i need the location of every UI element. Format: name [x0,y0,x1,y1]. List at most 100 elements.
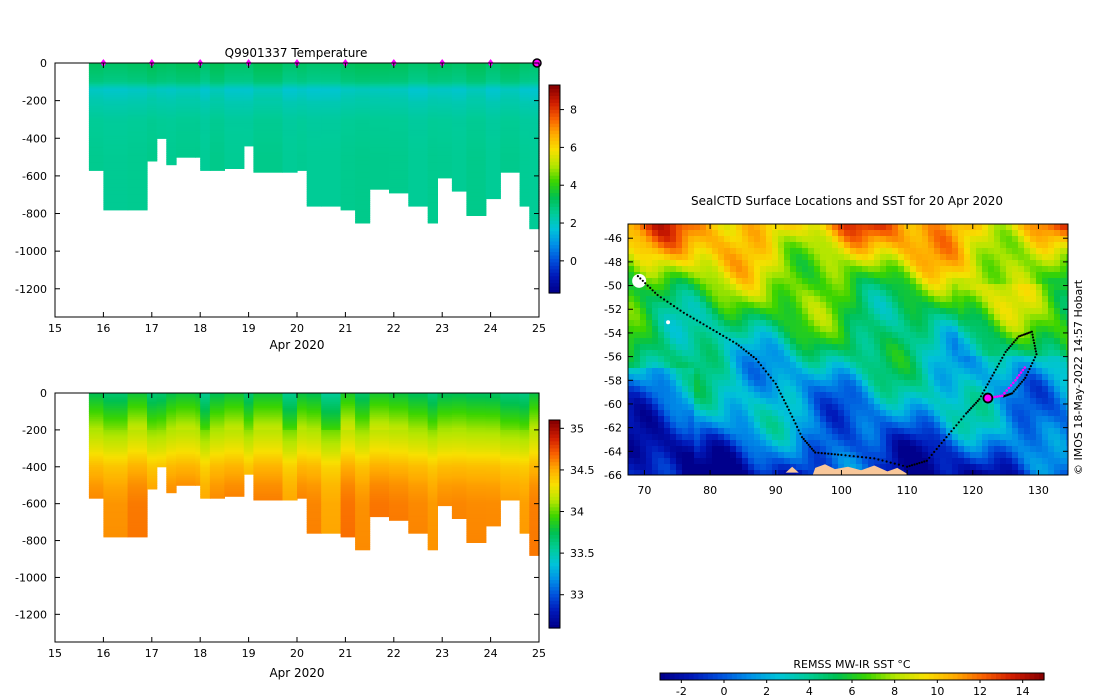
heatmap-cell [519,459,530,462]
heatmap-cell [519,194,530,198]
sst-cell [994,254,1001,261]
heatmap-cell [127,63,148,66]
heatmap-cell [369,444,390,447]
heatmap-cell [408,463,429,466]
sst-cell [796,248,803,255]
heatmap-cell [243,132,255,136]
heatmap-cell [306,472,322,475]
heatmap-cell [127,485,148,488]
heatmap-cell [127,481,148,484]
heatmap-cell [209,106,225,109]
heatmap-cell [282,108,298,111]
heatmap-cell [103,115,129,119]
heatmap-cell [519,431,530,435]
heatmap-cell [297,476,308,479]
heatmap-cell [369,110,390,113]
sst-cell [700,278,707,285]
sst-cell [748,248,755,255]
heatmap-cell [437,143,453,147]
salinity-colorbar-segment [549,534,560,539]
heatmap-cell [427,466,438,470]
heatmap-cell [408,505,429,508]
heatmap-cell [147,481,158,484]
heatmap-cell [209,70,225,73]
sst-cell [928,260,935,267]
sst-cell [736,266,743,273]
sst-cell [712,284,719,291]
heatmap-cell [437,407,453,411]
heatmap-cell [282,70,298,73]
heatmap-cell [485,448,501,451]
heatmap-cell [103,409,129,412]
heatmap-cell [88,145,104,149]
heatmap-cell [519,106,530,109]
heatmap-cell [369,183,390,186]
sst-cell [736,224,743,231]
heatmap-cell [369,466,390,470]
heatmap-cell [147,95,158,98]
heatmap-cell [176,134,196,137]
heatmap-cell [156,106,167,109]
heatmap-cell [103,143,129,147]
heatmap-cell [485,74,501,77]
heatmap-cell [297,162,308,166]
heatmap-cell [451,111,467,115]
heatmap-cell [176,95,196,98]
heatmap-cell [195,439,201,442]
heatmap-cell [103,512,129,516]
heatmap-cell [389,164,409,168]
heatmap-cell [224,457,245,460]
heatmap-cell [529,411,540,414]
heatmap-cell [369,87,390,90]
heatmap-cell [389,123,409,126]
heatmap-cell [147,159,158,162]
heatmap-cell [195,151,201,154]
heatmap-cell [195,142,201,145]
salinity-y-tick-label: -200 [22,424,47,437]
heatmap-cell [306,91,322,94]
heatmap-cell [103,415,129,418]
heatmap-cell [355,529,371,532]
temperature-colorbar-tick-label: 4 [570,179,577,192]
heatmap-cell [340,394,356,398]
heatmap-cell [103,444,129,447]
heatmap-cell [88,483,104,486]
heatmap-cell [340,111,356,115]
heatmap-cell [127,113,148,117]
heatmap-cell [103,463,129,466]
heatmap-cell [500,159,521,162]
heatmap-cell [195,435,201,438]
heatmap-cell [451,66,467,70]
heatmap-cell [519,63,530,66]
heatmap-cell [355,394,371,398]
heatmap-cell [427,130,438,134]
heatmap-cell [176,132,196,136]
heatmap-cell [427,207,438,211]
heatmap-cell [485,91,501,94]
heatmap-cell [321,429,342,433]
heatmap-cell [485,151,501,154]
sst-cell [958,266,965,273]
heatmap-cell [485,78,501,81]
heatmap-cell [451,400,467,403]
sst-cell [742,254,749,261]
heatmap-cell [147,472,158,475]
heatmap-cell [500,70,521,73]
heatmap-cell [466,507,487,510]
heatmap-cell [369,185,390,188]
heatmap-cell [321,160,342,164]
heatmap-cell [466,81,487,85]
heatmap-cell [253,487,283,490]
heatmap-cell [389,463,409,466]
heatmap-cell [485,85,501,89]
heatmap-cell [529,113,540,117]
heatmap-cell [253,479,283,483]
heatmap-cell [466,400,487,403]
heatmap-cell [166,393,177,396]
heatmap-cell [369,398,390,401]
heatmap-cell [224,455,245,459]
heatmap-cell [147,455,158,459]
heatmap-cell [297,450,308,453]
heatmap-cell [500,98,521,102]
heatmap-cell [147,91,158,94]
